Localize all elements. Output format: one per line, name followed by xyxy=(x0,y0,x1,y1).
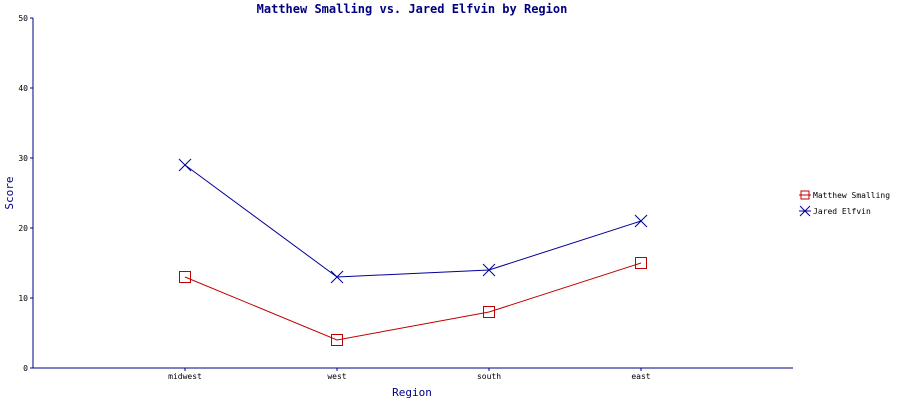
data-point-marker xyxy=(634,214,648,228)
series-line xyxy=(184,262,642,341)
y-axis-label: Score xyxy=(3,176,16,209)
y-tick-label: 50 xyxy=(18,14,28,23)
y-tick-label: 20 xyxy=(18,224,28,233)
legend-label: Jared Elfvin xyxy=(813,207,871,216)
series-line xyxy=(184,164,642,278)
legend-item: Matthew Smalling xyxy=(799,190,890,200)
data-point-marker xyxy=(330,270,344,284)
y-tick-label: 0 xyxy=(23,364,28,373)
legend: Matthew Smalling Jared Elfvin xyxy=(799,190,890,217)
series-1 xyxy=(179,257,647,346)
data-point-marker xyxy=(179,271,191,283)
data-point-marker xyxy=(635,257,647,269)
data-point-marker xyxy=(331,334,343,346)
legend-marker xyxy=(799,205,811,217)
y-tick-label: 30 xyxy=(18,154,28,163)
data-point-marker xyxy=(482,263,496,277)
data-point-marker xyxy=(483,306,495,318)
x-tick-label: south xyxy=(477,372,501,381)
series-2 xyxy=(178,158,648,284)
y-tick-label: 40 xyxy=(18,84,28,93)
y-tick-label: 10 xyxy=(18,294,28,303)
chart-title: Matthew Smalling vs. Jared Elfvin by Reg… xyxy=(257,2,568,16)
series-layer xyxy=(178,158,648,346)
legend-item: Jared Elfvin xyxy=(799,205,871,217)
legend-marker xyxy=(800,190,810,200)
legend-label: Matthew Smalling xyxy=(813,191,890,200)
x-tick-label: west xyxy=(327,372,346,381)
x-tick-label: east xyxy=(631,372,650,381)
x-tick-label: midwest xyxy=(168,372,202,381)
data-point-marker xyxy=(178,158,192,172)
axes: 0 10 20 30 40 50 midwest west south east xyxy=(18,14,793,381)
x-axis-label: Region xyxy=(392,386,432,399)
